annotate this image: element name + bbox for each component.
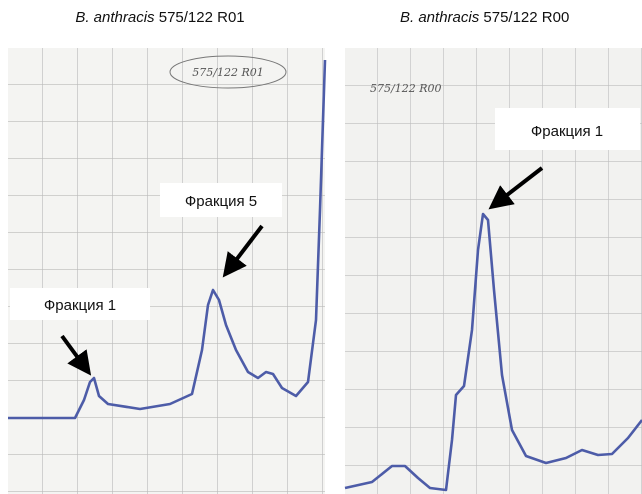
strain: 575/122 R00 [483,9,569,26]
panel-right: 575/122 R00 Фракция 1 [345,48,642,494]
handwritten-note: 575/122 R00 [370,82,441,95]
fraction-label: Фракция 1 [44,297,116,314]
strain: 575/122 R01 [159,9,245,26]
fraction-label: Фракция 1 [531,123,603,140]
species: B. anthracis [400,9,480,26]
handwritten-note: 575/122 R01 [192,66,263,79]
panel-title: B. anthracis 575/122 R01 [75,9,244,26]
panel-title: B. anthracis 575/122 R00 [400,9,569,26]
paper-grid [8,48,325,494]
fraction-label: Фракция 5 [185,193,257,210]
figure: B. anthracis 575/122 R01 B. anthracis 57… [0,0,642,494]
panel-left: 575/122 R01 Фракция 1 Фракция 5 [8,48,325,494]
species: B. anthracis [75,9,155,26]
